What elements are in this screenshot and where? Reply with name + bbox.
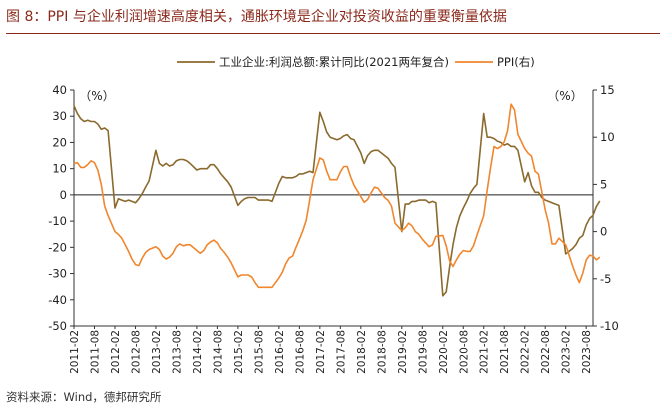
chart-legend: 工业企业:利润总额:累计同比(2021两年复合) PPI(右) [177,55,535,69]
x-tick-label: 2014-08 [212,330,224,374]
x-tick-label: 2019-08 [417,330,429,374]
right-y-tick-label: 10 [600,130,615,144]
x-tick-label: 2011-08 [89,330,101,374]
title-divider [6,33,660,34]
left-y-tick-label: -10 [48,214,67,228]
x-tick-label: 2013-08 [171,330,183,374]
legend-label: PPI(右) [497,55,535,69]
right-y-tick-label: 5 [600,177,607,191]
x-tick-label: 2022-08 [540,330,552,374]
x-tick-label: 2016-08 [294,330,306,374]
left-y-tick-label: -50 [48,319,67,333]
x-tick-label: 2017-02 [315,330,327,374]
right-y-tick-label: 15 [600,83,615,97]
x-tick-label: 2019-02 [397,330,409,374]
x-tick-label: 2020-02 [438,330,450,374]
right-y-tick-label: 0 [600,225,607,239]
x-tick-label: 2012-08 [130,330,142,374]
left-y-unit-label: （%） [79,89,114,103]
left-y-tick-label: 40 [52,83,67,97]
x-tick-label: 2011-02 [69,330,81,374]
right-y-tick-label: -5 [600,272,611,286]
left-y-tick-label: -40 [48,293,67,307]
left-y-tick-label: 20 [52,135,67,149]
x-tick-label: 2016-02 [274,330,286,374]
x-tick-label: 2015-08 [253,330,265,374]
legend-label: 工业企业:利润总额:累计同比(2021两年复合) [219,55,449,69]
x-tick-label: 2018-08 [376,330,388,374]
left-y-tick-label: -30 [48,267,67,281]
source-note: 资料来源：Wind，德邦研究所 [6,390,162,404]
figure-title: 图 8：PPI 与企业利润增速高度相关，通胀环境是企业对投资收益的重要衡量依据 [6,9,507,25]
chart-series-lines [73,103,601,297]
left-y-tick-label: 0 [60,188,67,202]
ppi-line [73,103,601,289]
industrial-profit-growth-line [73,105,601,297]
right-y-tick-label: -10 [600,319,619,333]
x-tick-label: 2012-02 [110,330,122,374]
x-tick-label: 2013-02 [151,330,163,374]
left-y-tick-label: 30 [52,109,67,123]
x-tick-label: 2021-08 [499,330,511,374]
x-tick-label: 2023-02 [561,330,573,374]
left-y-tick-label: -20 [48,240,67,254]
x-tick-label: 2021-02 [479,330,491,374]
x-tick-label: 2015-02 [233,330,245,374]
x-tick-label: 2018-02 [356,330,368,374]
left-y-tick-label: 10 [52,162,67,176]
x-tick-label: 2020-08 [458,330,470,374]
x-tick-label: 2014-02 [192,330,204,374]
right-y-unit-label: （%） [547,89,582,103]
x-tick-label: 2023-08 [581,330,593,374]
x-tick-label: 2017-08 [335,330,347,374]
x-tick-label: 2022-02 [520,330,532,374]
